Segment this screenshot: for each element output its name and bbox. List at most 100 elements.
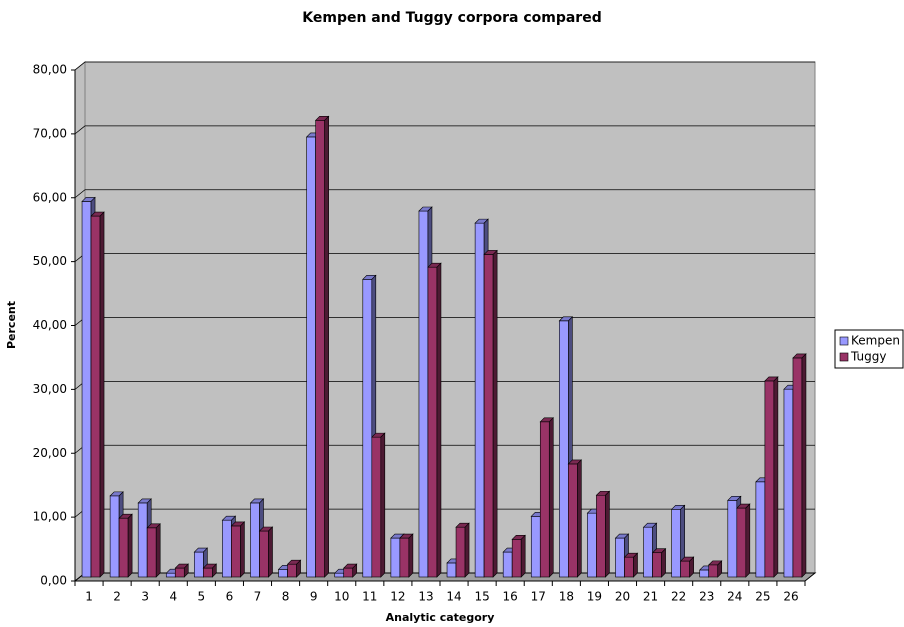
bar: [231, 525, 241, 578]
bar-side: [408, 533, 414, 578]
bar: [502, 551, 513, 578]
x-tick-label: 23: [699, 590, 714, 604]
bar: [146, 527, 157, 578]
chart-title: Kempen and Tuggy corpora compared: [302, 10, 601, 26]
x-tick-label: 2: [113, 590, 121, 604]
x-tick-label: 10: [334, 590, 349, 604]
bar-side: [577, 459, 582, 578]
x-tick-label: 26: [783, 590, 798, 604]
bar-side: [268, 526, 273, 578]
bar-side: [464, 522, 470, 578]
x-tick-label: 21: [643, 590, 658, 604]
legend-swatch: [839, 336, 849, 346]
bar: [671, 508, 681, 578]
bar: [371, 436, 382, 578]
bar: [446, 562, 457, 578]
bar-side: [745, 503, 751, 578]
x-tick-label: 16: [503, 590, 518, 604]
bar: [680, 560, 690, 578]
bar: [390, 537, 401, 578]
bar-side: [380, 432, 386, 578]
y-tick-label: 60,00: [33, 190, 67, 204]
bar: [568, 463, 578, 578]
x-tick-label: 20: [615, 590, 630, 604]
bar: [250, 502, 260, 578]
x-axis-label: Analytic category: [386, 611, 495, 624]
legend-label: Tuggy: [850, 350, 886, 364]
bar-side: [324, 115, 329, 578]
x-tick-label: 19: [587, 590, 602, 604]
x-tick-label: 24: [727, 590, 742, 604]
bar-side: [520, 534, 526, 578]
bar: [792, 357, 803, 578]
bar: [399, 537, 410, 578]
x-tick-label: 17: [531, 590, 546, 604]
bar: [334, 572, 345, 578]
y-tick-label: 50,00: [33, 254, 67, 268]
bar: [165, 572, 176, 578]
bar: [615, 537, 625, 578]
bar: [652, 552, 662, 578]
bar: [174, 567, 185, 578]
bar-side: [436, 262, 442, 578]
bar: [306, 136, 316, 578]
bar-side: [773, 376, 779, 578]
bar-side: [661, 548, 666, 578]
bar-side: [352, 563, 358, 578]
y-tick-label: 20,00: [33, 446, 67, 460]
bar-side: [605, 490, 610, 578]
grid-line: [74, 61, 815, 71]
legend-box: [834, 329, 904, 369]
bar: [90, 215, 101, 578]
bar-side: [240, 521, 245, 578]
bar-side: [492, 249, 498, 578]
bar-side: [183, 563, 189, 578]
bar: [259, 530, 269, 578]
grid-line: [74, 189, 815, 199]
bar: [755, 481, 766, 578]
bar: [109, 495, 120, 578]
bar: [222, 519, 232, 578]
x-tick-label: 8: [282, 590, 290, 604]
bar-side: [155, 523, 161, 578]
y-tick-label: 10,00: [33, 510, 67, 524]
bar: [530, 516, 541, 578]
x-tick-label: 25: [755, 590, 770, 604]
bar: [643, 526, 653, 578]
bar-side: [296, 559, 301, 578]
bar: [203, 567, 213, 578]
bar: [194, 551, 204, 578]
x-tick-label: 1: [85, 590, 93, 604]
bar-side: [801, 353, 807, 578]
y-tick-label: 0,00: [40, 574, 67, 588]
bar: [483, 254, 494, 578]
y-tick-label: 30,00: [33, 382, 67, 396]
bar-side: [633, 552, 638, 578]
bar: [343, 567, 354, 578]
bar: [118, 517, 129, 578]
bar: [362, 279, 373, 578]
bar-side: [212, 563, 217, 578]
bar: [764, 380, 775, 578]
bar: [287, 563, 297, 578]
x-tick-label: 15: [474, 590, 489, 604]
bar: [539, 421, 550, 578]
bar: [559, 320, 569, 578]
bar-side: [99, 211, 105, 578]
bar: [727, 500, 738, 578]
x-tick-label: 6: [226, 590, 234, 604]
bar: [474, 222, 485, 578]
bar: [708, 564, 719, 578]
bar: [736, 507, 747, 578]
bar: [418, 210, 429, 578]
bar: [624, 556, 634, 578]
x-tick-label: 12: [390, 590, 405, 604]
bar-side: [717, 560, 723, 578]
bar: [278, 569, 288, 578]
bar: [315, 119, 325, 578]
bar: [587, 512, 597, 578]
x-tick-label: 7: [254, 590, 262, 604]
bar: [455, 526, 466, 578]
bar: [427, 266, 438, 578]
